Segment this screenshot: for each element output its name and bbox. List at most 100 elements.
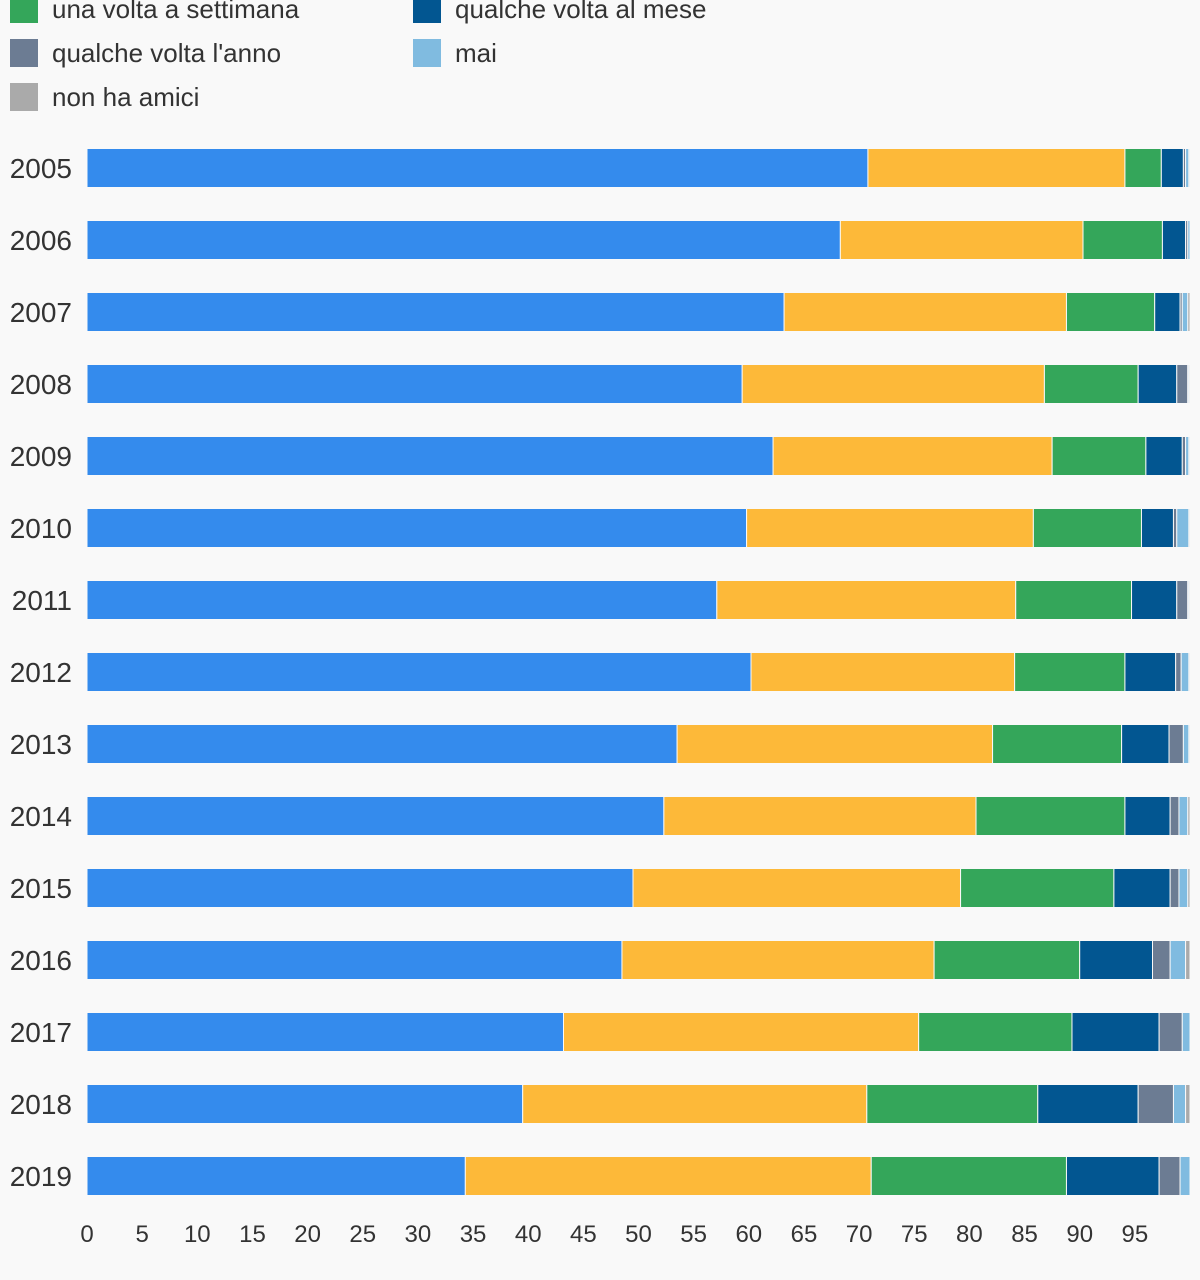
bar-segment-series-5[interactable] xyxy=(1182,724,1190,764)
bar-segment-series-0[interactable] xyxy=(86,436,774,476)
bar-segment-series-2[interactable] xyxy=(975,796,1126,836)
bar-segment-series-4[interactable] xyxy=(1158,1012,1183,1052)
bar-segment-series-0[interactable] xyxy=(86,724,678,764)
bar-segment-series-2[interactable] xyxy=(992,724,1123,764)
bar-segment-series-2[interactable] xyxy=(866,1084,1039,1124)
bar-segment-series-5[interactable] xyxy=(1172,1084,1187,1124)
bar-segment-series-5[interactable] xyxy=(1169,940,1187,980)
bar-segment-series-0[interactable] xyxy=(86,1084,524,1124)
bar-segment-series-0[interactable] xyxy=(86,868,634,908)
bar-segment-series-6[interactable] xyxy=(1187,292,1191,332)
bar-segment-series-3[interactable] xyxy=(1131,580,1178,620)
bar-segment-series-0[interactable] xyxy=(86,1156,466,1196)
bar-segment-series-5[interactable] xyxy=(1187,220,1191,260)
bar-segment-series-3[interactable] xyxy=(1079,940,1153,980)
bar-segment-series-4[interactable] xyxy=(1168,724,1184,764)
bar-segment-series-0[interactable] xyxy=(86,508,748,548)
bar-segment-series-0[interactable] xyxy=(86,292,785,332)
x-tick-label: 50 xyxy=(625,1221,652,1248)
bar-segment-series-1[interactable] xyxy=(750,652,1016,692)
bar-segment-series-4[interactable] xyxy=(1151,940,1171,980)
bar-segment-series-1[interactable] xyxy=(464,1156,872,1196)
bar-segment-series-4[interactable] xyxy=(1176,364,1189,404)
bar-segment-series-3[interactable] xyxy=(1160,148,1184,188)
bar-segment-series-3[interactable] xyxy=(1137,364,1178,404)
bar-segment-series-2[interactable] xyxy=(1032,508,1142,548)
bar-segment-series-5[interactable] xyxy=(1178,868,1189,908)
bar-segment-series-1[interactable] xyxy=(772,436,1053,476)
bar-segment-series-3[interactable] xyxy=(1154,292,1181,332)
bar-segment-series-3[interactable] xyxy=(1124,652,1177,692)
bar-segment-series-6[interactable] xyxy=(1188,508,1191,548)
bar-segment-series-6[interactable] xyxy=(1185,940,1191,980)
bar-segment-series-4[interactable] xyxy=(1169,796,1180,836)
bar-segment-series-2[interactable] xyxy=(1051,436,1147,476)
bar-segment-series-6[interactable] xyxy=(1188,436,1191,476)
bar-segment-series-2[interactable] xyxy=(1015,580,1133,620)
legend-item-never[interactable]: mai xyxy=(413,38,497,68)
bar-segment-series-4[interactable] xyxy=(1137,1084,1174,1124)
bar-segment-series-6[interactable] xyxy=(1188,148,1191,188)
bar-segment-series-6[interactable] xyxy=(1188,364,1191,404)
bar-segment-series-5[interactable] xyxy=(1178,796,1189,836)
bar-segment-series-2[interactable] xyxy=(960,868,1115,908)
bar-segment-series-4[interactable] xyxy=(1158,1156,1181,1196)
bar-segment-series-1[interactable] xyxy=(632,868,962,908)
bar-segment-series-0[interactable] xyxy=(86,940,623,980)
bar-segment-series-6[interactable] xyxy=(1185,1084,1191,1124)
bar-segment-series-5[interactable] xyxy=(1181,292,1189,332)
bar-segment-series-3[interactable] xyxy=(1037,1084,1139,1124)
bar-segment-series-0[interactable] xyxy=(86,148,869,188)
bar-segment-series-1[interactable] xyxy=(562,1012,920,1052)
bar-segment-series-1[interactable] xyxy=(867,148,1126,188)
bar-segment-series-1[interactable] xyxy=(716,580,1017,620)
bar-segment-series-0[interactable] xyxy=(86,580,718,620)
bar-segment-series-0[interactable] xyxy=(86,220,841,260)
bar-segment-series-3[interactable] xyxy=(1065,1156,1160,1196)
bar-segment-series-5[interactable] xyxy=(1179,1156,1191,1196)
bar-segment-series-1[interactable] xyxy=(783,292,1067,332)
bar-segment-series-3[interactable] xyxy=(1121,724,1170,764)
bar-segment-series-3[interactable] xyxy=(1124,796,1171,836)
bar-segment-series-2[interactable] xyxy=(1014,652,1126,692)
bar-segment-series-1[interactable] xyxy=(746,508,1034,548)
bar-segment-series-2[interactable] xyxy=(870,1156,1067,1196)
legend-item-yearly[interactable]: qualche volta l'anno xyxy=(10,38,281,68)
bar-segment-series-6[interactable] xyxy=(1188,580,1191,620)
legend-item-weekly[interactable]: una volta a settimana xyxy=(10,0,299,24)
bar-segment-series-2[interactable] xyxy=(918,1012,1073,1052)
bar-segment-series-1[interactable] xyxy=(522,1084,868,1124)
bar-segment-series-2[interactable] xyxy=(1124,148,1162,188)
bar-segment-series-6[interactable] xyxy=(1187,868,1191,908)
bar-segment-series-4[interactable] xyxy=(1176,580,1189,620)
bar-segment-series-1[interactable] xyxy=(676,724,994,764)
bar-segment-series-4[interactable] xyxy=(1169,868,1180,908)
bar-segment-series-0[interactable] xyxy=(86,796,665,836)
legend-item-monthly[interactable]: qualche volta al mese xyxy=(413,0,706,24)
bar-segment-series-1[interactable] xyxy=(621,940,935,980)
bar-segment-series-3[interactable] xyxy=(1113,868,1171,908)
bar-segment-series-3[interactable] xyxy=(1140,508,1174,548)
bar-segment-series-1[interactable] xyxy=(839,220,1084,260)
bar-segment-series-3[interactable] xyxy=(1161,220,1187,260)
bar-segment-series-2[interactable] xyxy=(933,940,1081,980)
y-tick-label: 2008 xyxy=(10,369,72,400)
bar-segment-series-6[interactable] xyxy=(1188,724,1191,764)
bar-segment-series-5[interactable] xyxy=(1180,652,1190,692)
bar-segment-series-5[interactable] xyxy=(1181,1012,1191,1052)
bar-segment-series-3[interactable] xyxy=(1145,436,1183,476)
bar-segment-series-2[interactable] xyxy=(1082,220,1163,260)
bar-segment-series-0[interactable] xyxy=(86,1012,564,1052)
legend-item-no-friends[interactable]: non ha amici xyxy=(10,82,199,112)
bar-segment-series-0[interactable] xyxy=(86,364,743,404)
bar-segment-series-1[interactable] xyxy=(741,364,1045,404)
bar-segment-series-0[interactable] xyxy=(86,652,752,692)
bar-segment-series-6[interactable] xyxy=(1187,796,1191,836)
bar-segment-series-4[interactable] xyxy=(1175,652,1182,692)
bar-segment-series-6[interactable] xyxy=(1188,652,1191,692)
bar-segment-series-5[interactable] xyxy=(1176,508,1190,548)
bar-segment-series-2[interactable] xyxy=(1065,292,1156,332)
bar-segment-series-2[interactable] xyxy=(1043,364,1139,404)
bar-segment-series-3[interactable] xyxy=(1071,1012,1160,1052)
bar-segment-series-1[interactable] xyxy=(663,796,977,836)
